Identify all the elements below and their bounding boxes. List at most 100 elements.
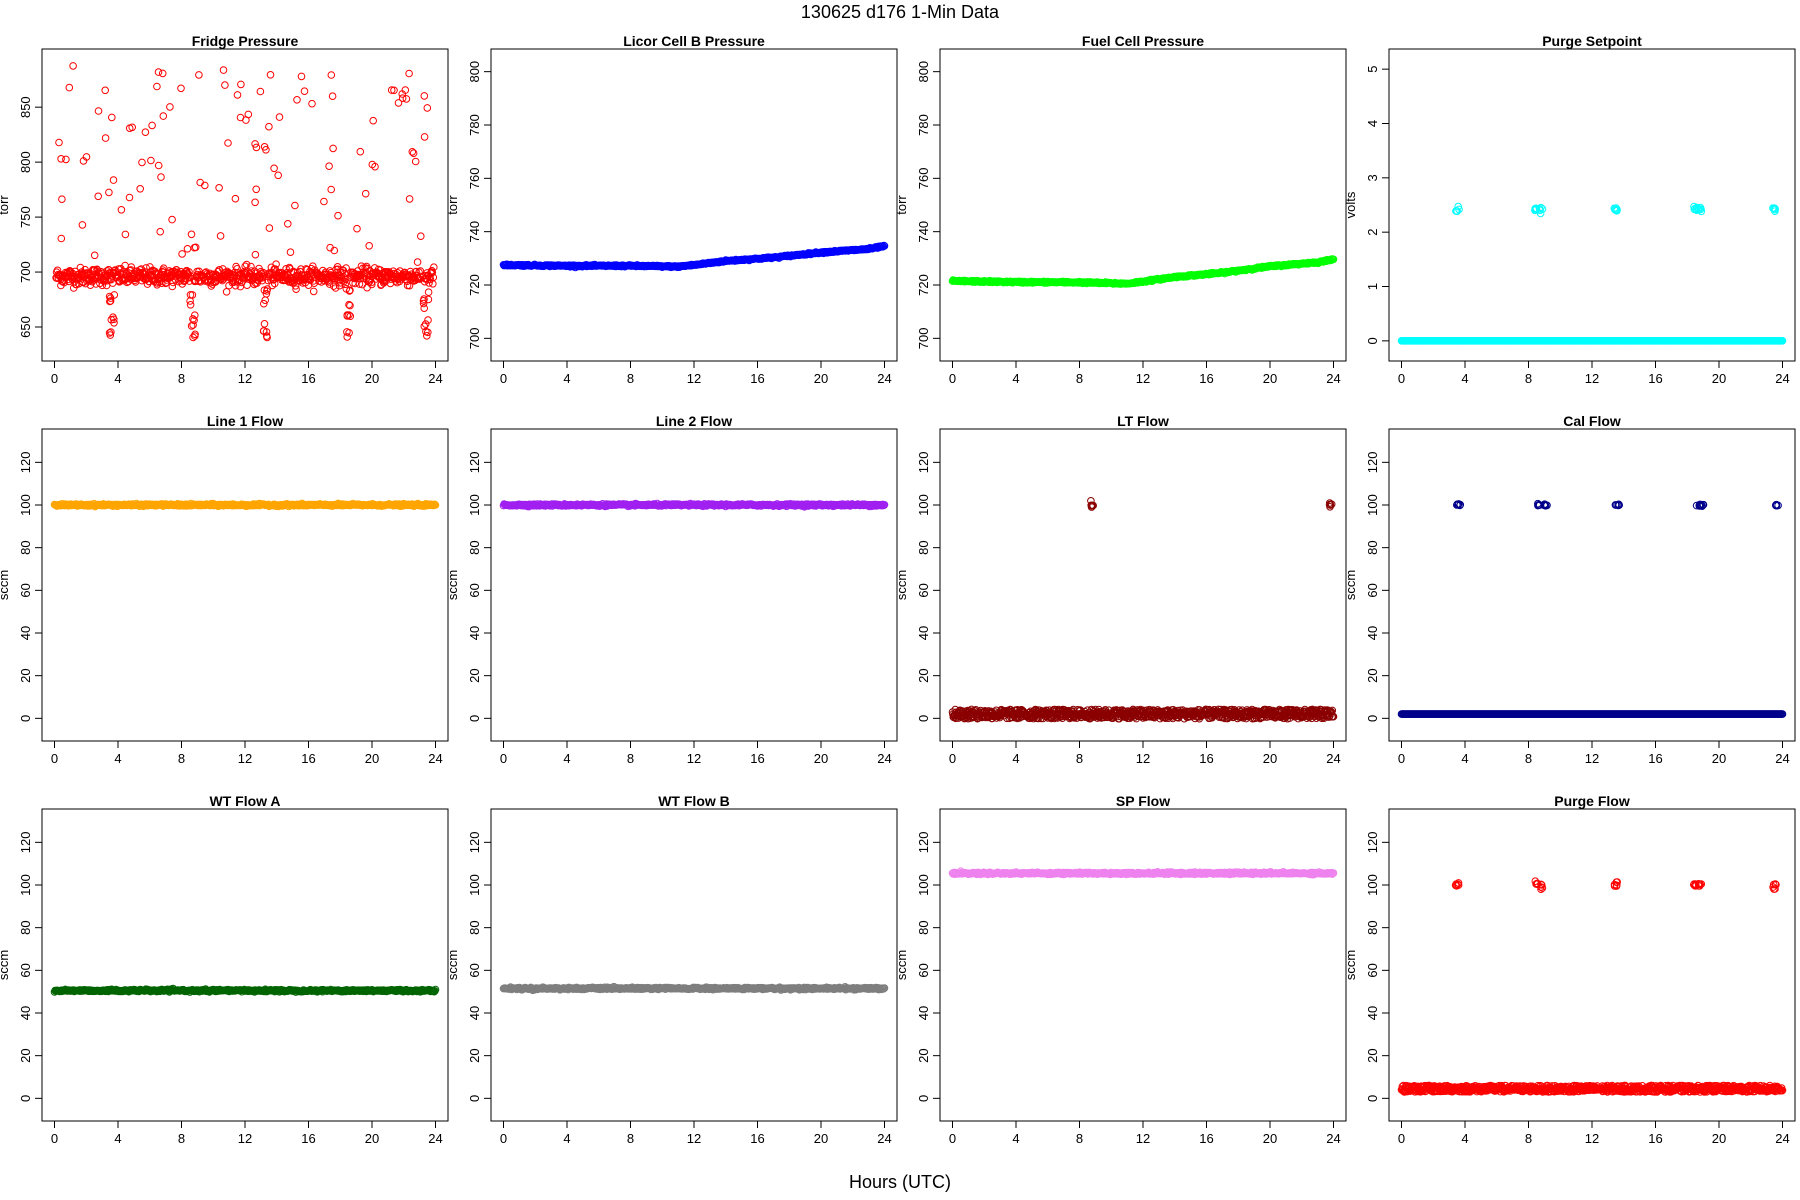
y-tick-label: 740: [467, 221, 482, 243]
x-tick-label: 20: [1263, 371, 1277, 386]
data-point: [106, 297, 114, 306]
data-point: [109, 176, 118, 184]
series-points: [948, 255, 1338, 288]
data-point: [79, 157, 88, 165]
data-point: [341, 280, 350, 289]
x-tick-label: 12: [687, 751, 701, 766]
x-tick-label: 4: [1012, 371, 1019, 386]
data-point: [428, 268, 437, 277]
data-point: [263, 333, 271, 342]
x-tick-label: 20: [814, 751, 828, 766]
data-point: [405, 69, 413, 78]
data-point: [231, 194, 240, 203]
data-point: [398, 94, 407, 102]
data-point: [154, 161, 163, 170]
data-point: [141, 128, 150, 136]
data-point: [420, 322, 429, 331]
data-point: [128, 123, 136, 132]
data-point: [138, 158, 146, 167]
x-tick-label: 8: [178, 371, 185, 386]
data-point: [157, 173, 165, 181]
data-point: [343, 312, 352, 320]
y-tick-label: 850: [18, 96, 33, 118]
y-tick-label: 740: [916, 221, 931, 243]
data-point: [424, 316, 432, 324]
series-points: [1397, 202, 1787, 345]
data-point: [265, 122, 273, 131]
data-point: [65, 83, 74, 92]
x-tick-label: 16: [301, 371, 315, 386]
data-point: [1612, 206, 1620, 214]
data-point: [236, 113, 245, 122]
data-point: [58, 195, 66, 203]
data-point: [330, 246, 339, 255]
data-point: [108, 113, 116, 122]
y-tick-label: 60: [18, 583, 33, 597]
x-tick-label: 4: [563, 371, 570, 386]
y-tick-label: 2: [1365, 229, 1380, 236]
data-point: [268, 281, 277, 290]
data-point: [259, 272, 267, 281]
x-tick-label: 4: [114, 371, 121, 386]
panel-title: Fridge Pressure: [192, 33, 299, 49]
data-point: [261, 296, 270, 305]
data-point: [260, 320, 269, 328]
data-point: [101, 134, 110, 142]
x-tick-label: 12: [687, 371, 701, 386]
data-point: [343, 328, 351, 336]
x-tick-label: 16: [750, 751, 764, 766]
data-point: [420, 92, 429, 100]
data-point: [565, 261, 573, 270]
data-point: [237, 80, 245, 89]
data-point: [356, 147, 365, 156]
data-point: [136, 185, 144, 193]
data-point: [1536, 209, 1545, 218]
x-tick-label: 8: [178, 751, 185, 766]
series-points: [50, 499, 440, 511]
data-point: [183, 245, 192, 253]
y-tick-label: 80: [18, 540, 33, 554]
data-point: [252, 143, 261, 152]
data-point: [1003, 714, 1011, 723]
data-point: [156, 227, 164, 236]
x-tick-label: 8: [1525, 371, 1532, 386]
x-tick-label: 8: [1076, 371, 1083, 386]
x-tick-label: 16: [301, 751, 315, 766]
data-point: [402, 95, 411, 103]
data-point: [331, 284, 340, 292]
data-point: [101, 86, 109, 95]
series-points: [948, 497, 1338, 723]
plot-frame: [41, 48, 449, 362]
data-point: [880, 242, 889, 250]
data-point: [91, 274, 100, 283]
x-tick-label: 20: [814, 371, 828, 386]
data-point: [408, 148, 417, 156]
data-point: [1778, 337, 1787, 345]
y-axis-label: torr: [894, 195, 909, 215]
data-point: [1535, 205, 1544, 213]
data-point: [189, 315, 197, 323]
data-point: [186, 301, 195, 309]
data-point: [190, 316, 198, 325]
data-point: [300, 87, 309, 95]
y-axis-label: volts: [1343, 191, 1358, 218]
data-point: [57, 155, 65, 163]
data-point: [424, 288, 433, 297]
x-tick-label: 24: [1775, 371, 1789, 386]
y-tick-label: 80: [467, 540, 482, 554]
y-tick-label: 780: [916, 114, 931, 136]
figure-title: 130625 d176 1-Min Data: [801, 2, 1000, 22]
data-point: [423, 332, 431, 340]
data-point: [361, 189, 370, 198]
x-tick-label: 0: [500, 751, 507, 766]
data-point: [219, 66, 228, 74]
data-point: [191, 330, 199, 339]
data-point: [368, 280, 376, 289]
data-point: [106, 331, 115, 339]
data-point: [431, 501, 440, 509]
